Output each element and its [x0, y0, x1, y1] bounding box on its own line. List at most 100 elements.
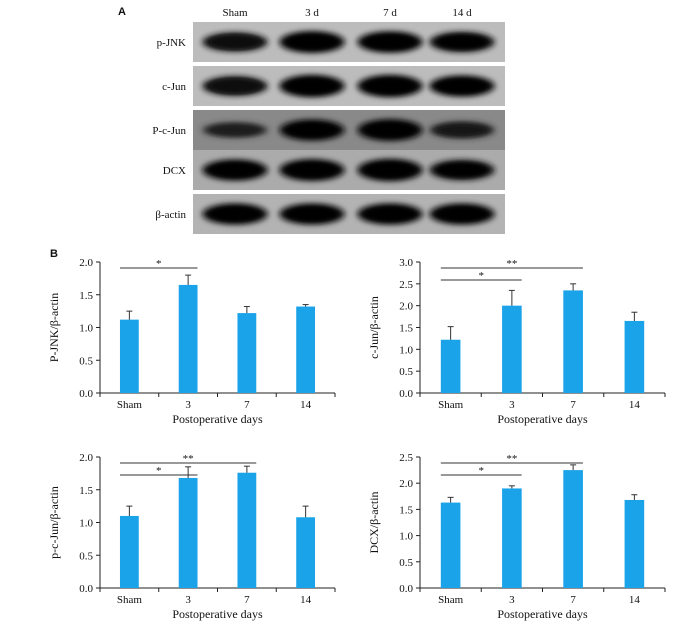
- significance-label: *: [156, 465, 162, 477]
- panel-label-b: B: [50, 248, 58, 260]
- blot-band-core: [286, 77, 338, 95]
- y-tick-label: 2.0: [399, 301, 413, 313]
- bar: [119, 515, 139, 588]
- x-tick-label: 7: [244, 594, 250, 606]
- lane-label: 3 d: [305, 7, 319, 19]
- y-tick-label: 2.5: [399, 279, 413, 291]
- bar: [502, 488, 522, 588]
- x-tick-label: Sham: [117, 399, 143, 411]
- blot-band-core: [364, 121, 416, 139]
- significance-label: **: [183, 453, 194, 465]
- x-axis-title: Postoperative days: [497, 607, 588, 621]
- x-tick-label: 3: [509, 594, 515, 606]
- x-tick-label: Sham: [117, 594, 143, 606]
- y-tick-label: 1.0: [79, 518, 93, 530]
- lane-label: 7 d: [383, 7, 397, 19]
- blot-band-core: [436, 123, 488, 137]
- y-tick-label: 1.5: [399, 504, 413, 516]
- bar: [296, 306, 316, 393]
- blot-row-label: DCX: [163, 165, 186, 177]
- blot-band-core: [286, 33, 338, 51]
- y-tick-label: 1.5: [79, 485, 93, 497]
- blot-band-core: [209, 162, 261, 178]
- x-tick-label: 14: [629, 594, 641, 606]
- chart-dcx: 0.0 0.5 1.0 1.5 2.0 2.5 Sham 3 7 14 ** * Postoperati…: [360, 445, 680, 630]
- blot-row: DCX: [163, 150, 505, 190]
- x-tick-label: 14: [300, 594, 312, 606]
- x-tick-label: 7: [570, 399, 576, 411]
- significance-label: *: [479, 270, 485, 282]
- y-axis-title: P-JNK/β-actin: [47, 293, 61, 362]
- blot-row-label: c-Jun: [162, 81, 186, 93]
- x-tick-label: 7: [244, 399, 250, 411]
- blot-row: p-JNK: [157, 22, 505, 62]
- blot-band-core: [286, 161, 338, 179]
- bar: [563, 290, 583, 393]
- x-axis-title: Postoperative days: [497, 412, 588, 426]
- y-tick-label: 3.0: [399, 257, 413, 269]
- x-tick-label: 3: [185, 594, 191, 606]
- blot-band-core: [436, 206, 488, 222]
- significance-label: **: [506, 453, 517, 465]
- significance-label: *: [479, 465, 485, 477]
- blot-band-core: [364, 161, 416, 179]
- bar-chart: 0.0 0.5 1.0 1.5 2.0 Sham 3 7 14 * Postoperative da…: [47, 257, 336, 426]
- x-tick-label: Sham: [438, 594, 464, 606]
- y-tick-label: 1.0: [79, 323, 93, 335]
- blot-band-core: [436, 78, 488, 94]
- y-tick-label: 0.5: [399, 366, 413, 378]
- blot-band-core: [364, 33, 416, 51]
- bar: [502, 305, 522, 393]
- western-blot: Sham 3 d 7 d 14 d p-JNK c-Jun P-c-Jun DCX β-act…: [152, 7, 505, 234]
- y-tick-label: 1.5: [79, 290, 93, 302]
- bar: [119, 319, 139, 393]
- bar: [440, 339, 461, 393]
- y-axis-title: DCX/β-actin: [367, 491, 381, 553]
- blot-band-core: [364, 77, 416, 95]
- bar: [440, 502, 461, 588]
- y-tick-label: 2.0: [399, 478, 413, 490]
- chart-p-c-jun: 0.0 0.5 1.0 1.5 2.0 Sham 3 7 14 ** * Postoperative …: [40, 445, 350, 630]
- x-tick-label: 14: [300, 399, 312, 411]
- lane-label: 14 d: [452, 7, 472, 19]
- blot-band-core: [286, 206, 338, 222]
- blot-band-core: [436, 34, 488, 50]
- blot-row-label: β-actin: [155, 209, 186, 221]
- significance-label: **: [506, 258, 517, 270]
- y-axis-title: p-c-Jun/β-actin: [47, 486, 61, 559]
- significance-label: *: [156, 258, 162, 270]
- y-tick-label: 0.0: [79, 388, 93, 400]
- blot-band-core: [209, 78, 261, 94]
- blot-band-core: [209, 206, 261, 222]
- x-tick-label: Sham: [438, 399, 464, 411]
- y-tick-label: 0.5: [79, 550, 93, 562]
- bar: [563, 470, 583, 588]
- blot-row-label: p-JNK: [157, 37, 186, 49]
- y-tick-label: 0.0: [399, 388, 413, 400]
- blot-band-core: [364, 206, 416, 222]
- bar: [624, 320, 645, 393]
- y-tick-label: 2.0: [79, 257, 93, 269]
- y-tick-label: 2.0: [79, 452, 93, 464]
- x-axis-title: Postoperative days: [172, 412, 263, 426]
- y-tick-label: 0.5: [399, 557, 413, 569]
- y-tick-label: 0.0: [79, 583, 93, 595]
- bar: [237, 472, 257, 588]
- y-tick-label: 1.0: [399, 344, 413, 356]
- blot-band-core: [209, 124, 261, 136]
- blot-row: c-Jun: [162, 66, 505, 106]
- panel-label-a: A: [118, 6, 126, 18]
- bar: [237, 313, 257, 393]
- x-tick-label: 7: [570, 594, 576, 606]
- y-axis-title: c-Jun/β-actin: [367, 296, 381, 359]
- blot-row-label: P-c-Jun: [152, 125, 186, 137]
- blot-band-core: [209, 34, 261, 50]
- chart-p-jnk: 0.0 0.5 1.0 1.5 2.0 Sham 3 7 14 * Postoperative da…: [40, 250, 350, 435]
- x-tick-label: 3: [185, 399, 191, 411]
- bar: [296, 517, 316, 588]
- x-axis-title: Postoperative days: [172, 607, 263, 621]
- chart-c-jun: 0.0 0.5 1.0 1.5 2.0 2.5 3.0 Sham 3 7 14 ** * Postoper…: [360, 250, 680, 435]
